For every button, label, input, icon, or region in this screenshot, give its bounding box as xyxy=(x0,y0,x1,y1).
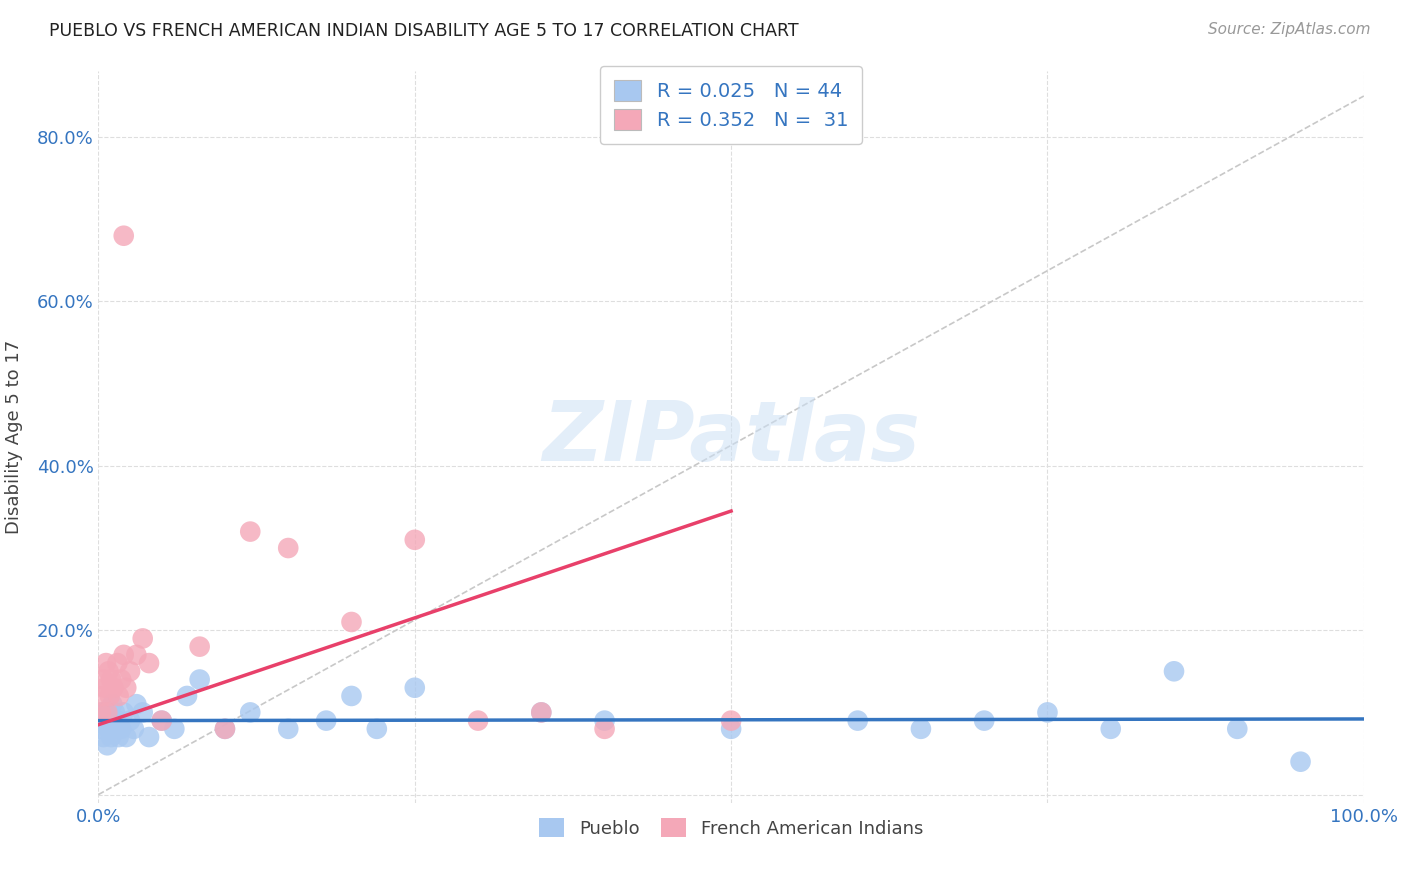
Point xyxy=(467,714,489,728)
Point xyxy=(115,730,138,744)
Point xyxy=(112,706,135,720)
Point xyxy=(138,656,160,670)
Point xyxy=(404,681,426,695)
Point xyxy=(404,533,426,547)
Point xyxy=(593,722,616,736)
Point xyxy=(115,681,138,695)
Point xyxy=(163,722,186,736)
Point xyxy=(366,722,388,736)
Point xyxy=(132,632,155,646)
Point xyxy=(593,714,616,728)
Point xyxy=(910,722,932,736)
Point xyxy=(315,714,337,728)
Point xyxy=(94,706,117,720)
Point xyxy=(93,730,115,744)
Text: PUEBLO VS FRENCH AMERICAN INDIAN DISABILITY AGE 5 TO 17 CORRELATION CHART: PUEBLO VS FRENCH AMERICAN INDIAN DISABIL… xyxy=(49,22,799,40)
Point xyxy=(110,673,132,687)
Point xyxy=(90,722,112,736)
Point xyxy=(125,697,148,711)
Point xyxy=(98,714,121,728)
Point xyxy=(110,722,132,736)
Point xyxy=(214,722,236,736)
Point xyxy=(103,681,125,695)
Point xyxy=(97,665,120,679)
Point xyxy=(107,714,129,728)
Point xyxy=(176,689,198,703)
Point xyxy=(150,714,173,728)
Point xyxy=(101,697,124,711)
Point xyxy=(97,722,120,736)
Point xyxy=(973,714,995,728)
Point xyxy=(340,689,363,703)
Point xyxy=(112,648,135,662)
Point xyxy=(93,673,115,687)
Point xyxy=(107,656,129,670)
Point xyxy=(720,722,742,736)
Point xyxy=(125,648,148,662)
Point xyxy=(112,228,135,243)
Point xyxy=(103,722,125,736)
Point xyxy=(150,714,173,728)
Point xyxy=(107,730,129,744)
Legend: Pueblo, French American Indians: Pueblo, French American Indians xyxy=(531,811,931,845)
Point xyxy=(107,689,129,703)
Point xyxy=(720,714,742,728)
Point xyxy=(277,722,299,736)
Point xyxy=(94,656,117,670)
Point xyxy=(120,714,141,728)
Point xyxy=(100,673,122,687)
Point xyxy=(132,706,155,720)
Point xyxy=(340,615,363,629)
Point xyxy=(91,689,114,703)
Point xyxy=(188,640,211,654)
Point xyxy=(120,665,141,679)
Point xyxy=(188,673,211,687)
Point xyxy=(96,739,118,753)
Point xyxy=(1226,722,1249,736)
Point xyxy=(277,541,299,555)
Point xyxy=(239,706,262,720)
Point xyxy=(93,714,117,728)
Point xyxy=(1036,706,1059,720)
Point xyxy=(1163,665,1185,679)
Point xyxy=(214,722,236,736)
Text: ZIPatlas: ZIPatlas xyxy=(543,397,920,477)
Point xyxy=(1289,755,1312,769)
Point xyxy=(122,722,145,736)
Point xyxy=(530,706,553,720)
Point xyxy=(846,714,869,728)
Point xyxy=(138,730,160,744)
Point xyxy=(530,706,553,720)
Point xyxy=(91,706,114,720)
Point xyxy=(239,524,262,539)
Y-axis label: Disability Age 5 to 17: Disability Age 5 to 17 xyxy=(4,340,22,534)
Point xyxy=(100,730,122,744)
Text: Source: ZipAtlas.com: Source: ZipAtlas.com xyxy=(1208,22,1371,37)
Point xyxy=(96,706,118,720)
Point xyxy=(98,689,121,703)
Point xyxy=(93,681,117,695)
Point xyxy=(90,706,112,720)
Point xyxy=(1099,722,1122,736)
Point xyxy=(104,706,127,720)
